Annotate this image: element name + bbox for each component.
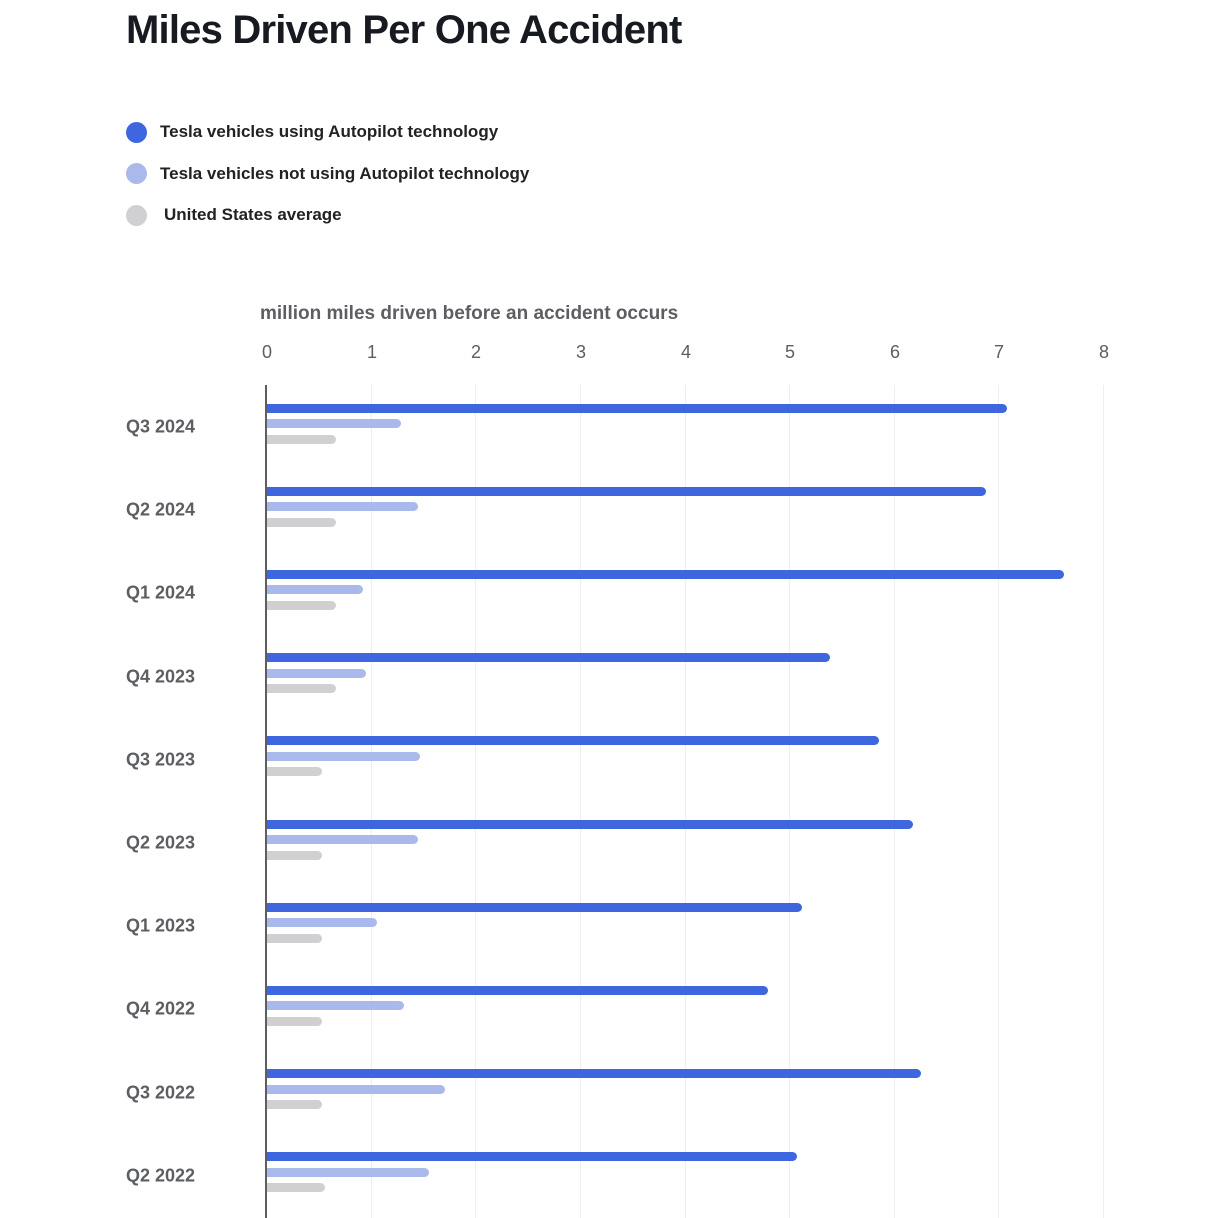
legend-item-us-average: United States average [126,204,529,226]
gridline [1103,385,1104,1218]
legend-item-autopilot: Tesla vehicles using Autopilot technolog… [126,121,529,143]
gridline [685,385,686,1218]
legend-swatch-autopilot [126,121,147,143]
gridline [475,385,476,1218]
x-axis-title: million miles driven before an accident … [260,303,679,324]
y-category-label: Q3 2023 [126,749,196,770]
y-category-label: Q2 2023 [126,832,196,853]
y-category-label: Q3 2024 [126,416,196,437]
bar-autopilot[interactable] [267,903,802,912]
bar-no-autopilot[interactable] [267,918,377,927]
y-category-label: Q1 2024 [126,582,196,603]
legend-label: Tesla vehicles using Autopilot technolog… [160,122,499,141]
bar-no-autopilot[interactable] [267,502,418,511]
bar-us-average[interactable] [267,1017,323,1026]
bar-autopilot[interactable] [267,404,1007,413]
bar-autopilot[interactable] [267,820,913,829]
y-category-label: Q4 2022 [126,998,196,1019]
bar-us-average[interactable] [267,1100,323,1109]
gridline [371,385,372,1218]
legend-swatch-us-average [126,204,147,226]
x-tick-label: 4 [680,342,692,362]
gridline [894,385,895,1218]
y-category-label: Q3 2022 [126,1082,196,1103]
bar-no-autopilot[interactable] [267,419,401,428]
bar-autopilot[interactable] [267,1069,921,1078]
bar-us-average[interactable] [267,601,337,610]
bar-us-average[interactable] [267,518,337,527]
y-axis-line [265,385,267,1218]
chart-title: Miles Driven Per One Accident [126,8,682,52]
bar-autopilot[interactable] [267,487,986,496]
legend-label: United States average [164,205,342,224]
bar-us-average[interactable] [267,767,323,776]
bar-autopilot[interactable] [267,736,880,745]
bar-autopilot[interactable] [267,1152,798,1161]
bar-autopilot[interactable] [267,653,830,662]
x-tick-label: 7 [993,342,1005,362]
x-tick-label: 6 [889,342,901,362]
legend-label: Tesla vehicles not using Autopilot techn… [160,163,530,183]
bar-autopilot[interactable] [267,986,769,995]
x-tick-label: 5 [784,342,796,362]
x-tick-label: 8 [1098,342,1110,362]
gridline [580,385,581,1218]
bar-us-average[interactable] [267,934,323,943]
bar-us-average[interactable] [267,684,337,693]
y-category-label: Q1 2023 [126,915,196,936]
bar-us-average[interactable] [267,435,337,444]
y-category-label: Q2 2022 [126,1165,196,1186]
x-tick-label: 2 [470,342,482,362]
y-category-label: Q2 2024 [126,499,196,520]
gridline [789,385,790,1218]
bar-us-average[interactable] [267,1183,325,1192]
bar-no-autopilot[interactable] [267,835,418,844]
bar-no-autopilot[interactable] [267,752,420,761]
legend: Tesla vehicles using Autopilot technolog… [126,121,529,246]
bar-no-autopilot[interactable] [267,585,364,594]
x-tick-label: 3 [575,342,587,362]
gridline [998,385,999,1218]
x-tick-label: 0 [261,342,273,362]
legend-swatch-no-autopilot [126,163,147,184]
bar-no-autopilot[interactable] [267,1001,405,1010]
bar-us-average[interactable] [267,851,323,860]
y-category-label: Q4 2023 [126,666,196,687]
x-tick-label: 1 [366,342,378,362]
bar-no-autopilot[interactable] [267,1168,430,1177]
bar-no-autopilot[interactable] [267,669,367,678]
bar-autopilot[interactable] [267,570,1065,579]
bar-no-autopilot[interactable] [267,1085,445,1094]
legend-item-no-autopilot: Tesla vehicles not using Autopilot techn… [126,163,529,185]
